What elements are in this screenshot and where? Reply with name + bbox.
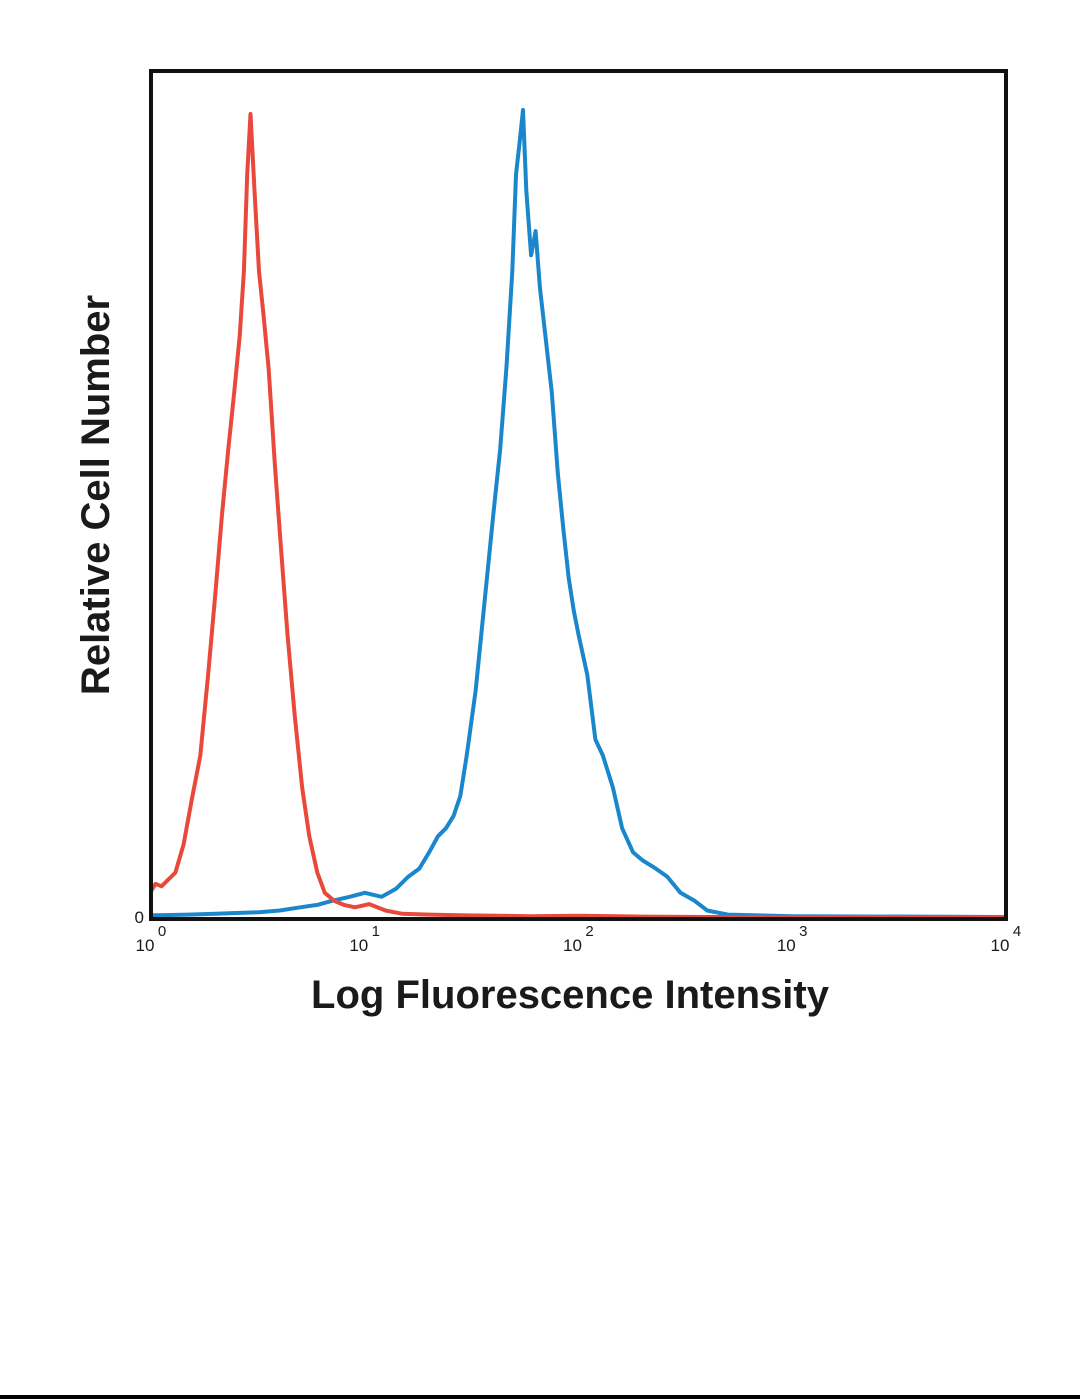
page-bottom-rule [0,1395,1080,1399]
series-lines [149,108,1007,919]
x-tick-exp-2: 2 [585,923,593,940]
series-line-1 [149,112,1006,919]
y-axis-title: Relative Cell Number [74,295,118,695]
plot-frame [149,69,1008,921]
y-tick-labels: 0 [135,908,144,927]
x-tick-base-3: 10 [777,936,796,955]
x-tick-base-2: 10 [563,936,582,955]
x-tick-exp-3: 3 [799,923,807,940]
x-tick-exp-4: 4 [1013,923,1021,940]
x-tick-base-0: 10 [136,936,155,955]
x-tick-exp-1: 1 [372,923,380,940]
x-axis-title: Log Fluorescence Intensity [311,973,830,1017]
x-tick-base-4: 10 [991,936,1010,955]
x-tick-exp-0: 0 [158,923,166,940]
y-tick-label-0: 0 [135,908,144,927]
x-tick-base-1: 10 [349,936,368,955]
series-line-2 [150,108,1007,919]
